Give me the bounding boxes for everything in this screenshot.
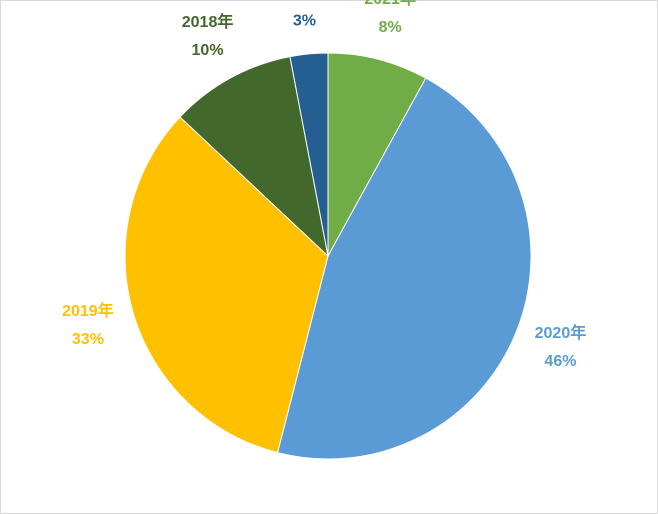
slice-value-label: 10%: [192, 42, 224, 59]
pie-slice: [289, 52, 329, 257]
slice-label: 2021年: [364, 0, 416, 8]
pie-slice: [124, 116, 329, 454]
slice-value-label: 3%: [293, 12, 316, 29]
slice-value-label: 8%: [379, 19, 402, 36]
pie-slice: [179, 56, 329, 258]
slice-label: 2020年: [535, 323, 587, 342]
slice-label: 2018年: [182, 12, 234, 31]
slice-value-label: 33%: [72, 331, 104, 348]
slice-value-label: 46%: [544, 353, 576, 370]
pie-slice: [327, 52, 427, 257]
slice-label: 2017年: [279, 0, 331, 1]
pie-slice: [276, 77, 532, 460]
slice-label: 2019年: [62, 301, 114, 320]
